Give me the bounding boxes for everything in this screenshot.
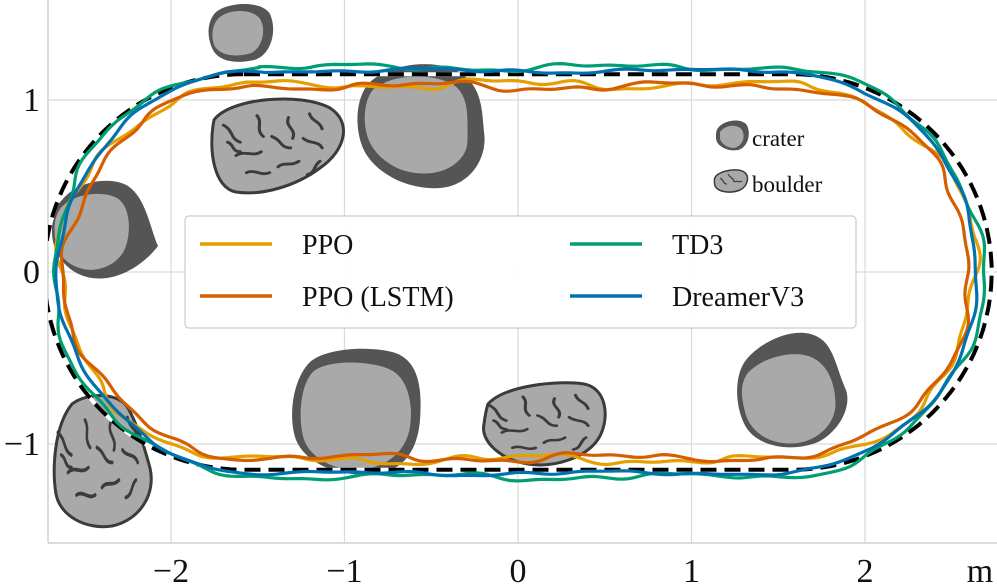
trajectories-layer	[48, 62, 994, 483]
reference-path	[48, 72, 994, 472]
obstacle-legend-crater: crater	[752, 126, 805, 151]
boulder-icon	[713, 169, 749, 193]
x-axis-label: m	[967, 553, 993, 584]
obstacle-legend-boulder: boulder	[752, 172, 823, 197]
legend-label-ppo-lstm: PPO (LSTM)	[302, 282, 454, 313]
obstacle-crater	[52, 180, 158, 279]
x-tick-label: −1	[326, 553, 362, 584]
obstacles-layer	[52, 4, 848, 529]
x-tick-label: 2	[857, 553, 874, 584]
trajectory-ppo-lstm	[59, 79, 971, 465]
obstacle-legend: crater boulder	[713, 120, 823, 197]
x-tick-label: 1	[683, 553, 700, 584]
y-tick-label: 1	[23, 82, 40, 119]
legend-label-dreamerv3: DreamerV3	[672, 282, 804, 313]
x-tick-label: −2	[153, 553, 189, 584]
y-tick-label: 0	[23, 254, 40, 291]
axis-ticks: −2 −1 0 1 2 m −1 0 1	[4, 82, 993, 584]
obstacle-crater	[357, 64, 485, 189]
x-tick-label: 0	[510, 553, 527, 584]
obstacle-crater	[737, 332, 848, 448]
y-tick-label: −1	[4, 426, 40, 463]
crater-icon	[716, 120, 749, 151]
series-legend: PPO PPO (LSTM) TD3 DreamerV3	[184, 215, 857, 329]
legend-label-ppo: PPO	[302, 230, 353, 261]
legend-box	[184, 215, 857, 329]
legend-label-td3: TD3	[672, 230, 723, 261]
obstacle-boulder	[210, 97, 345, 195]
trajectory-dreamerv3	[54, 66, 979, 478]
obstacle-crater	[292, 348, 421, 475]
obstacle-crater	[208, 4, 274, 62]
